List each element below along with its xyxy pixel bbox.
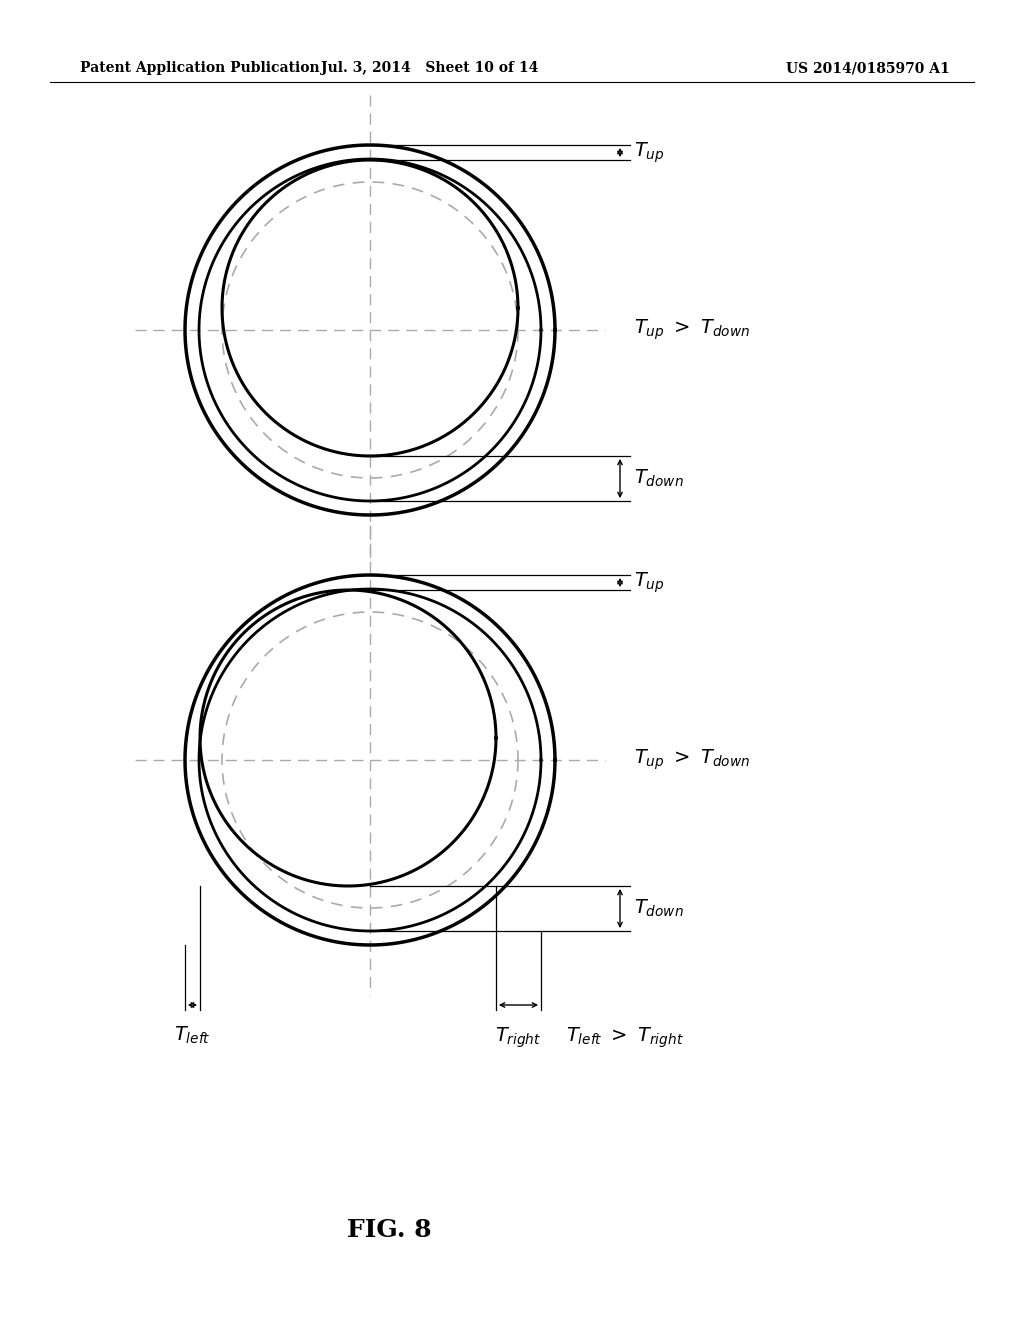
Text: Jul. 3, 2014   Sheet 10 of 14: Jul. 3, 2014 Sheet 10 of 14 [322,61,539,75]
Text: $T_{up}\ >\ T_{down}$: $T_{up}\ >\ T_{down}$ [634,747,751,772]
Text: $T_{up}$: $T_{up}$ [634,140,665,165]
Text: $T_{down}$: $T_{down}$ [634,467,684,490]
Text: $T_{down}$: $T_{down}$ [634,898,684,919]
Text: $T_{up}\ >\ T_{down}$: $T_{up}\ >\ T_{down}$ [634,318,751,342]
Text: US 2014/0185970 A1: US 2014/0185970 A1 [786,61,950,75]
Text: $T_{left}\ >\ T_{right}$: $T_{left}\ >\ T_{right}$ [566,1026,684,1049]
Text: $T_{right}$: $T_{right}$ [496,1026,542,1049]
Text: Patent Application Publication: Patent Application Publication [80,61,319,75]
Text: $T_{left}$: $T_{left}$ [174,1026,211,1047]
Text: $T_{up}$: $T_{up}$ [634,570,665,595]
Text: FIG. 8: FIG. 8 [347,1218,431,1242]
